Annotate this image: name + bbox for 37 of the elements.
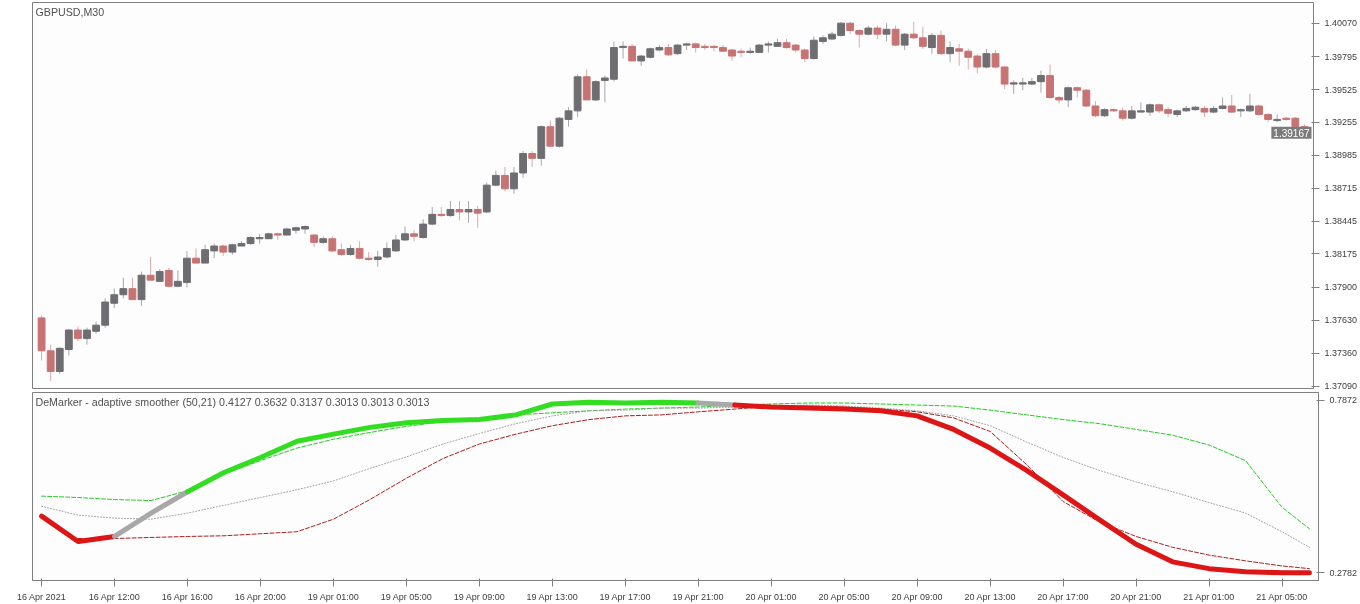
x-tick-label: 16 Apr 16:00 xyxy=(161,591,213,602)
y-tick-label: 1.37090 xyxy=(1324,381,1358,392)
x-tick-label: 19 Apr 01:00 xyxy=(307,591,359,602)
y-tick-label: 1.38985 xyxy=(1324,150,1358,161)
x-tick-label: 20 Apr 05:00 xyxy=(818,591,870,602)
y-tick-label: 1.38175 xyxy=(1324,248,1358,259)
x-tick-label: 20 Apr 13:00 xyxy=(964,591,1016,602)
x-tick-label: 20 Apr 21:00 xyxy=(1110,591,1162,602)
y-tick-label: 1.39795 xyxy=(1324,51,1358,62)
candlestick xyxy=(192,247,200,264)
x-tick-label: 19 Apr 09:00 xyxy=(453,591,505,602)
x-tick-label: 21 Apr 05:00 xyxy=(1256,591,1308,602)
y-tick-label: 0.7872 xyxy=(1329,395,1358,406)
x-tick-label: 16 Apr 12:00 xyxy=(88,591,140,602)
y-tick-label: 1.37900 xyxy=(1324,282,1358,293)
y-tick-label: 1.37360 xyxy=(1324,348,1358,359)
x-tick-label: 19 Apr 05:00 xyxy=(380,591,432,602)
x-tick-label: 19 Apr 21:00 xyxy=(672,591,724,602)
x-tick-label: 19 Apr 13:00 xyxy=(526,591,578,602)
x-tick-label: 21 Apr 01:00 xyxy=(1183,591,1235,602)
x-tick-label: 19 Apr 17:00 xyxy=(599,591,651,602)
chart-title: DeMarker - adaptive smoother (50,21) 0.4127 0.3632 0.3137 0.3013 0.3013 0.3013 xyxy=(35,395,430,408)
y-tick-label: 0.2782 xyxy=(1329,567,1358,578)
y-tick-label: 1.39255 xyxy=(1324,117,1358,128)
y-tick-label: 1.38445 xyxy=(1324,216,1358,227)
y-tick-label: 1.40070 xyxy=(1324,18,1358,29)
chart-title: GBPUSD,M30 xyxy=(35,5,105,18)
y-tick-label: 1.38715 xyxy=(1324,183,1358,194)
x-tick-label: 20 Apr 17:00 xyxy=(1037,591,1089,602)
y-tick-label: 1.39525 xyxy=(1324,84,1358,95)
x-tick-label: 20 Apr 01:00 xyxy=(745,591,797,602)
x-tick-label: 16 Apr 2021 xyxy=(17,591,66,602)
annotation: 1.39167 xyxy=(1273,127,1310,139)
y-tick-label: 1.37630 xyxy=(1324,315,1358,326)
candlestick xyxy=(410,229,418,242)
x-tick-label: 20 Apr 09:00 xyxy=(891,591,943,602)
x-tick-label: 16 Apr 20:00 xyxy=(234,591,286,602)
